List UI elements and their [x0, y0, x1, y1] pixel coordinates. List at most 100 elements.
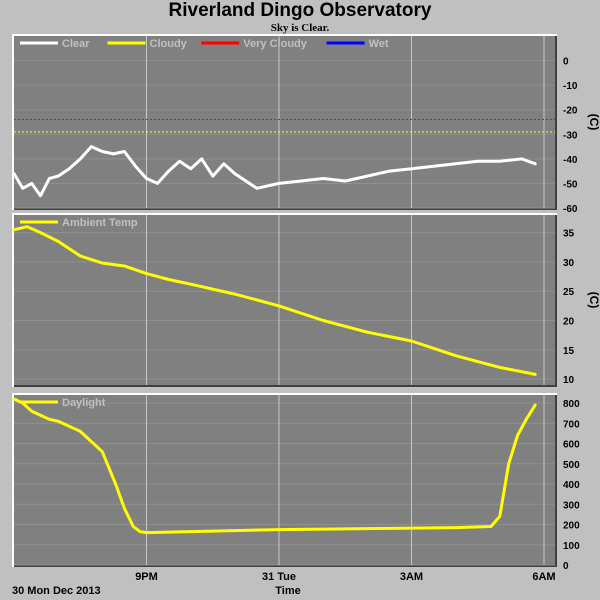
- data-point: [39, 194, 42, 197]
- y-tick-label: 100: [563, 541, 580, 552]
- legend-label: Wet: [369, 38, 389, 50]
- data-point: [534, 404, 536, 406]
- y-tick-label: 35: [563, 229, 575, 240]
- sky-status: Sky is Clear.: [270, 22, 330, 34]
- y-tick-label: 0: [563, 57, 569, 68]
- x-tick-label: 6AM: [532, 571, 555, 583]
- data-point: [322, 319, 324, 322]
- y-tick-label: -40: [563, 155, 578, 166]
- y-tick-label: 400: [563, 480, 580, 491]
- data-point: [300, 180, 302, 182]
- data-point: [534, 162, 536, 165]
- data-point: [90, 145, 93, 148]
- data-point: [156, 182, 159, 185]
- y-tick-label: 200: [563, 521, 580, 532]
- data-point: [525, 418, 528, 421]
- data-point: [139, 530, 141, 533]
- data-point: [79, 430, 82, 433]
- y-tick-label: 30: [563, 258, 575, 269]
- x-tick-label: 3AM: [400, 571, 423, 583]
- y-tick-label: 600: [563, 440, 580, 451]
- data-point: [490, 525, 492, 528]
- data-point: [189, 167, 192, 170]
- data-point: [234, 293, 236, 295]
- data-point: [22, 187, 24, 190]
- x-axis-label: Time: [275, 585, 300, 597]
- data-point: [145, 272, 148, 275]
- data-point: [388, 170, 391, 172]
- data-point: [39, 231, 42, 234]
- data-point: [534, 373, 536, 376]
- data-point: [13, 398, 15, 400]
- data-point: [132, 525, 135, 528]
- data-point: [123, 150, 126, 153]
- data-point: [476, 160, 479, 163]
- y-axis-label: (C): [587, 114, 600, 131]
- data-point: [112, 153, 115, 155]
- y-tick-label: -50: [563, 179, 578, 190]
- page-title: Riverland Dingo Observatory: [168, 0, 432, 21]
- data-point: [30, 410, 33, 412]
- data-point: [123, 265, 126, 267]
- y-tick-label: 500: [563, 460, 580, 471]
- legend-label: Cloudy: [150, 38, 188, 50]
- x-tick-label: 9PM: [135, 571, 158, 583]
- data-point: [344, 180, 347, 182]
- legend-label: Very Cloudy: [243, 38, 307, 50]
- y-tick-label: -20: [563, 106, 578, 117]
- data-point: [101, 450, 104, 453]
- data-point: [68, 167, 71, 170]
- y-tick-label: -10: [563, 81, 578, 92]
- data-point: [101, 262, 104, 264]
- data-point: [454, 162, 457, 165]
- data-point: [278, 528, 280, 531]
- data-point: [499, 515, 501, 518]
- data-point: [499, 366, 501, 369]
- data-point: [410, 340, 413, 342]
- date-label: 30 Mon Dec 2013: [12, 585, 101, 597]
- legend-label: Ambient Temp: [62, 217, 138, 229]
- y-tick-label: 300: [563, 500, 580, 511]
- y-tick-label: 0: [563, 561, 569, 572]
- data-point: [57, 175, 59, 177]
- data-point: [79, 255, 82, 257]
- data-point: [30, 182, 33, 185]
- data-point: [366, 331, 369, 334]
- y-axis-label: (C): [587, 292, 600, 309]
- data-point: [134, 165, 137, 168]
- data-point: [278, 305, 280, 307]
- data-point: [366, 175, 369, 177]
- plot-area: [14, 395, 555, 565]
- series-line: [12, 225, 537, 376]
- data-point: [278, 182, 280, 185]
- data-point: [366, 527, 369, 530]
- y-tick-label: 700: [563, 419, 580, 430]
- data-point: [521, 158, 523, 160]
- data-point: [167, 278, 170, 281]
- data-point: [432, 165, 435, 168]
- data-point: [454, 354, 457, 357]
- data-point: [222, 162, 225, 165]
- data-point: [13, 172, 15, 175]
- data-point: [57, 240, 59, 243]
- data-point: [499, 160, 501, 163]
- data-point: [234, 172, 236, 175]
- data-point: [123, 507, 126, 510]
- data-point: [101, 150, 104, 153]
- y-tick-label: -60: [563, 204, 578, 215]
- y-tick-label: -30: [563, 130, 578, 141]
- legend-label: Daylight: [62, 397, 106, 409]
- data-point: [507, 463, 510, 465]
- data-point: [200, 158, 203, 160]
- plot-area: [14, 36, 555, 208]
- data-point: [57, 420, 59, 423]
- data-point: [189, 530, 192, 533]
- data-point: [48, 418, 51, 421]
- data-point: [13, 228, 15, 231]
- y-tick-label: 20: [563, 317, 575, 328]
- data-point: [410, 167, 413, 170]
- data-point: [454, 526, 457, 529]
- y-tick-label: 25: [563, 287, 575, 298]
- x-tick-label: 31 Tue: [262, 571, 296, 583]
